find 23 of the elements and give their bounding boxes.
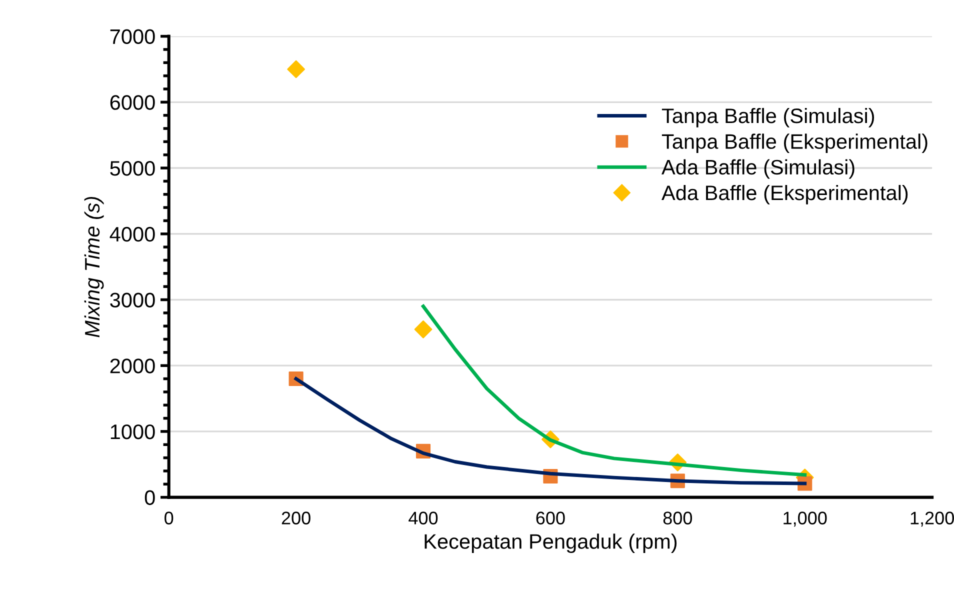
x-tick-label: 1,200 [910,512,954,527]
y-tick-label: 0 [144,490,155,506]
y-tick-label: 7000 [110,29,155,44]
x-tick-label: 600 [536,512,565,524]
x-axis-title: Kecepatan Pengaduk (rpm) [424,534,677,554]
legend-label: Tanpa Baffle (Simulasi) [662,108,874,128]
x-tick-label: 400 [408,512,438,524]
legend-label: Ada Baffle (Eksperimental) [662,184,908,204]
y-tick-label: 3000 [110,292,155,308]
y-tick-label: 4000 [110,226,155,242]
y-axis-title: Mixing Time (s) [84,196,104,338]
point [414,320,432,338]
y-tick-label: 1000 [110,424,155,440]
x-tick-label: 0 [164,512,174,524]
x-tick-label: 200 [282,512,310,524]
x-tick-label: 1,000 [784,512,827,527]
x-tick-label: 800 [663,512,692,524]
y-tick-label: 6000 [110,95,155,110]
legend-label: Tanpa Baffle (Eksperimental) [662,134,928,154]
point [287,60,305,78]
legend-label: Ada Baffle (Simulasi) [662,159,854,179]
y-tick-label: 5000 [110,161,155,176]
y-tick-label: 2000 [110,358,155,374]
